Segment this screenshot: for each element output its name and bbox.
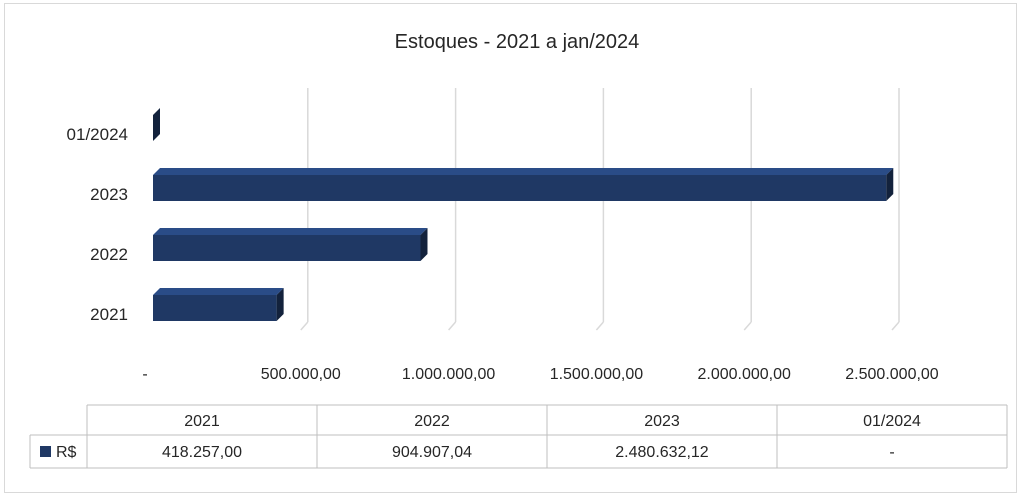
- table-header: 2022: [414, 413, 450, 430]
- bar-top-face: [153, 288, 284, 295]
- x-tick-label: 1.000.000,00: [402, 366, 496, 383]
- bar-end-face: [886, 168, 894, 201]
- bar-end-face: [153, 108, 160, 141]
- bar-front-face: [153, 175, 887, 201]
- x-tick-label: 2.000.000,00: [697, 366, 791, 383]
- bar-end-face: [276, 288, 284, 321]
- bar: [153, 288, 284, 321]
- x-tick-label: 2.500.000,00: [845, 366, 939, 383]
- bar-front-face: [153, 235, 421, 261]
- gridlines: [300, 88, 900, 331]
- gridline-floor: [891, 321, 900, 331]
- x-tick-label: 1.500.000,00: [550, 366, 644, 383]
- bar-end-face: [420, 228, 428, 261]
- gridline-floor: [595, 321, 604, 331]
- table-cell: 418.257,00: [162, 444, 242, 461]
- gridline-floor: [300, 321, 309, 331]
- legend-label: R$: [56, 444, 77, 461]
- data-table: 2021 2022 2023 01/2024 R$ 418.257,00 904.907,0…: [29, 404, 1008, 469]
- category-label: 2022: [90, 245, 128, 264]
- bar: [153, 228, 428, 261]
- bar-top-face: [153, 168, 894, 175]
- bars: [153, 108, 894, 321]
- x-tick-label: -: [142, 366, 147, 383]
- table-header: 2023: [644, 413, 680, 430]
- gridline-floor: [448, 321, 457, 331]
- bar: [153, 108, 160, 141]
- category-labels: 2021 2022 2023 01/2024: [67, 125, 128, 324]
- chart-title: Estoques - 2021 a jan/2024: [395, 31, 640, 53]
- category-label: 01/2024: [67, 125, 128, 144]
- table-header: 2021: [184, 413, 220, 430]
- table-cell: 904.907,04: [392, 444, 472, 461]
- bar-front-face: [153, 295, 277, 321]
- x-tick-label: 500.000,00: [261, 366, 341, 383]
- table-header: 01/2024: [863, 413, 921, 430]
- category-label: 2021: [90, 305, 128, 324]
- table-cell: -: [889, 444, 894, 461]
- gridline-floor: [743, 321, 752, 331]
- bar: [153, 168, 894, 201]
- bar-top-face: [153, 228, 428, 235]
- table-cell: 2.480.632,12: [615, 444, 709, 461]
- x-axis-ticks: - 500.000,00 1.000.000,00 1.500.000,00 2.000…: [142, 366, 938, 383]
- category-label: 2023: [90, 185, 128, 204]
- legend-swatch: [40, 446, 51, 457]
